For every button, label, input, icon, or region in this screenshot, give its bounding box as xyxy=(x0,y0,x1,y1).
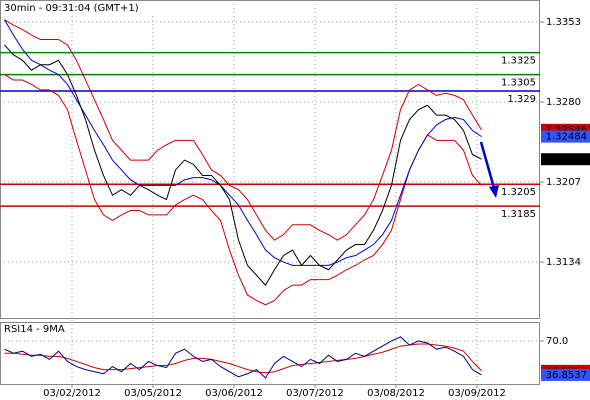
value-tag-label: 36.8537 xyxy=(546,370,587,381)
level-label: 1.3205 xyxy=(501,187,536,198)
rsi-title: RSI14 - 9MA xyxy=(4,324,65,335)
value-tag-label: 1.32546 xyxy=(546,125,587,136)
series-line xyxy=(4,19,482,266)
y-tick-label: 1.3280 xyxy=(546,97,581,108)
x-tick-label: 03/07/2012 xyxy=(286,388,344,399)
x-tick-label: 03/09/2012 xyxy=(448,388,506,399)
level-label: 1.3325 xyxy=(501,56,536,67)
chart-title: 30min - 09:31:04 (GMT+1) xyxy=(4,3,139,14)
series-line xyxy=(4,336,482,379)
level-label: 1.3185 xyxy=(501,209,536,220)
y-tick-label: 70.0 xyxy=(546,336,568,347)
trend-arrow xyxy=(479,141,496,189)
title-bg xyxy=(1,1,161,15)
series-line xyxy=(4,19,482,241)
value-tag xyxy=(541,153,590,166)
x-tick-label: 03/08/2012 xyxy=(367,388,425,399)
value-tag xyxy=(541,368,590,381)
value-tag-label: 1.32484 xyxy=(546,132,587,143)
x-tick-label: 03/02/2012 xyxy=(43,388,101,399)
value-tag xyxy=(541,130,590,143)
level-label: 1.329 xyxy=(507,94,536,105)
series-line xyxy=(4,74,482,306)
series-line xyxy=(4,343,482,374)
x-tick-label: 03/06/2012 xyxy=(205,388,263,399)
y-tick-label: 1.3134 xyxy=(546,257,581,268)
y-tick-label: 1.3207 xyxy=(546,177,581,188)
series-line xyxy=(4,44,482,286)
x-tick-label: 03/05/2012 xyxy=(124,388,182,399)
trend-arrow-head xyxy=(489,185,499,198)
main-frame xyxy=(0,0,540,319)
plot xyxy=(0,19,540,379)
rsi-title-bg xyxy=(1,323,71,335)
grid xyxy=(0,0,540,384)
y-tick-label: 1.3353 xyxy=(546,17,581,28)
level-label: 1.3305 xyxy=(501,78,536,89)
rsi-frame xyxy=(0,322,540,385)
value-tag-label: 1.32278 xyxy=(546,154,587,165)
